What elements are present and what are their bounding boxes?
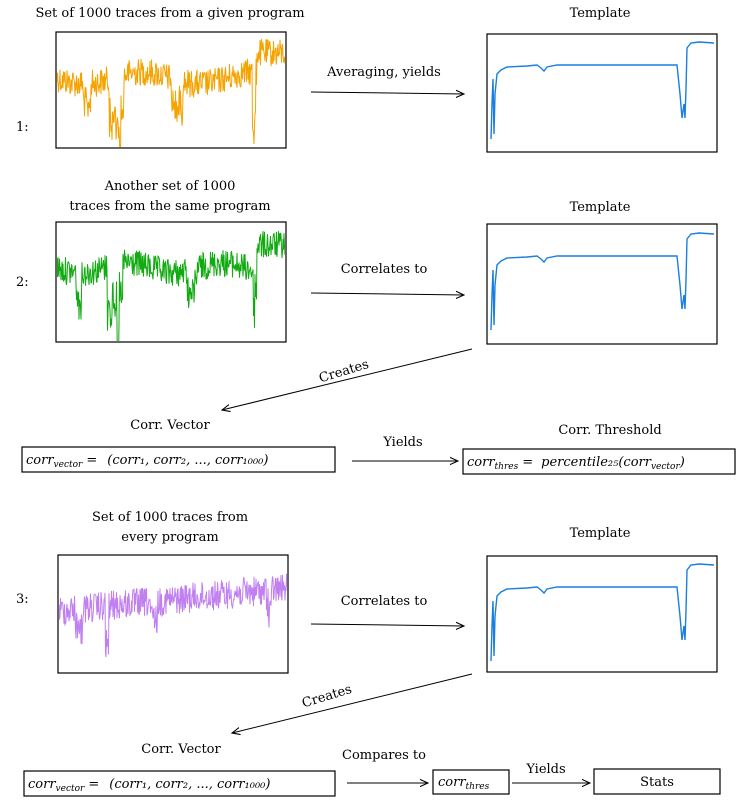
- step2-threshold-box: [462, 448, 736, 475]
- step2-number: 2:: [16, 275, 29, 290]
- step1-template-title: Template: [570, 6, 631, 21]
- step2-creates-arrow: [222, 348, 473, 410]
- step3-traces-plot: [57, 554, 289, 674]
- step2-creates-label: Creates: [317, 357, 370, 386]
- step2-template-line: [490, 232, 715, 331]
- step3-traces-title-line2: every program: [121, 530, 218, 545]
- step2-traces-plot: [55, 221, 287, 343]
- step3-traces-line: [59, 573, 287, 658]
- step1-traces-title: Set of 1000 traces from a given program: [35, 6, 304, 21]
- step3-number: 3:: [16, 592, 29, 607]
- step3-compares-label: Compares to: [342, 748, 426, 763]
- step2-arrow-label: Correlates to: [341, 262, 428, 277]
- step1-number: 1:: [16, 120, 29, 135]
- step3-template-plot: [486, 555, 718, 673]
- step3-arrow-label: Correlates to: [341, 594, 428, 609]
- step2-traces-line: [57, 231, 285, 341]
- step3-creates-label: Creates: [300, 682, 353, 711]
- step3-vector-box: [23, 770, 336, 797]
- step2-vector-title: Corr. Vector: [130, 418, 210, 433]
- step3-vector-formula: corrvector = (corr₁, corr₂, ..., corr₁₀₀₀): [28, 777, 270, 794]
- step2-vector-box: [21, 446, 336, 473]
- step2-threshold-title: Corr. Threshold: [558, 423, 661, 438]
- step2-template-plot: [486, 223, 718, 345]
- step3-stats-label: Stats: [640, 775, 674, 790]
- step3-thres-formula: corrthres: [438, 775, 490, 792]
- step2-template-title: Template: [570, 200, 631, 215]
- step2-traces-title-line2: traces from the same program: [69, 199, 270, 214]
- step3-template-title: Template: [570, 526, 631, 541]
- step1-arrow: [310, 92, 464, 94]
- step2-threshold-formula: corrthres = percentile₂₅(corrvector): [467, 455, 685, 472]
- step2-arrow: [310, 293, 464, 295]
- step1-traces-line: [57, 39, 285, 147]
- step1-traces-plot: [55, 31, 287, 149]
- step2-yields-label: Yields: [382, 435, 422, 450]
- step1-template-line: [490, 41, 715, 140]
- step3-traces-title-line1: Set of 1000 traces from: [92, 510, 248, 525]
- step3-stats-box: [593, 768, 721, 795]
- step3-template-line: [490, 563, 715, 662]
- step1-template-plot: [486, 33, 718, 153]
- step3-thres-box: [432, 769, 510, 795]
- step3-vector-title: Corr. Vector: [141, 742, 221, 757]
- step1-arrow-label: Averaging, yields: [326, 65, 441, 80]
- step3-arrow: [310, 624, 464, 626]
- step3-yields-label: Yields: [525, 762, 565, 777]
- step3-creates-arrow: [232, 673, 473, 733]
- step2-vector-formula: corrvector = (corr₁, corr₂, ..., corr₁₀₀₀): [26, 453, 268, 470]
- step2-traces-title-line1: Another set of 1000: [104, 179, 236, 194]
